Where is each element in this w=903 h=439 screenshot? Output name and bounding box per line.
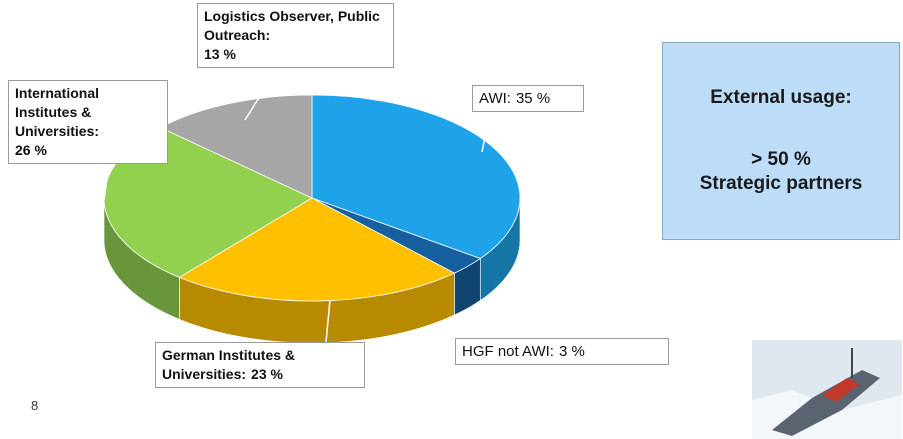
slice <box>159 94 313 199</box>
category-label: German Institutes & Universities: <box>162 347 296 382</box>
callout-title: External usage: <box>710 87 852 108</box>
value-label: 26 % <box>15 142 47 158</box>
label-connector <box>103 171 109 201</box>
label-connector <box>244 79 271 121</box>
category-label: HGF not AWI: <box>462 343 554 360</box>
value-label: 35 % <box>515 90 551 107</box>
value-label: 13 % <box>204 46 236 62</box>
ship-deck <box>822 378 860 402</box>
slice-label: Logistics Observer, Public Outreach: 13 % <box>197 3 394 68</box>
callout-box: External usage: > 50 % Strategic partner… <box>662 42 900 240</box>
label-connector <box>481 111 491 153</box>
value-label: 3 % <box>558 343 585 360</box>
slice <box>178 197 456 302</box>
category-label: Logistics Observer, Public Outreach: <box>204 8 380 43</box>
category-label: AWI: <box>479 90 511 107</box>
label-connector <box>325 299 331 343</box>
slice-label: International Institutes & Universities:… <box>8 80 168 164</box>
callout-line: Strategic partners <box>699 173 863 194</box>
ship-photo <box>752 340 902 439</box>
callout-line: > 50 % <box>751 149 811 170</box>
page-number: 8 <box>31 398 39 413</box>
slice-label: AWI: 35 % <box>472 85 584 112</box>
slice <box>311 94 521 259</box>
category-label: International Institutes & Universities: <box>15 85 100 139</box>
slice-label: German Institutes & Universities: 23 % <box>155 342 365 388</box>
label-connector <box>499 289 523 341</box>
value-label: 23 % <box>251 366 283 382</box>
slice-label: HGF not AWI: 3 % <box>455 338 669 365</box>
